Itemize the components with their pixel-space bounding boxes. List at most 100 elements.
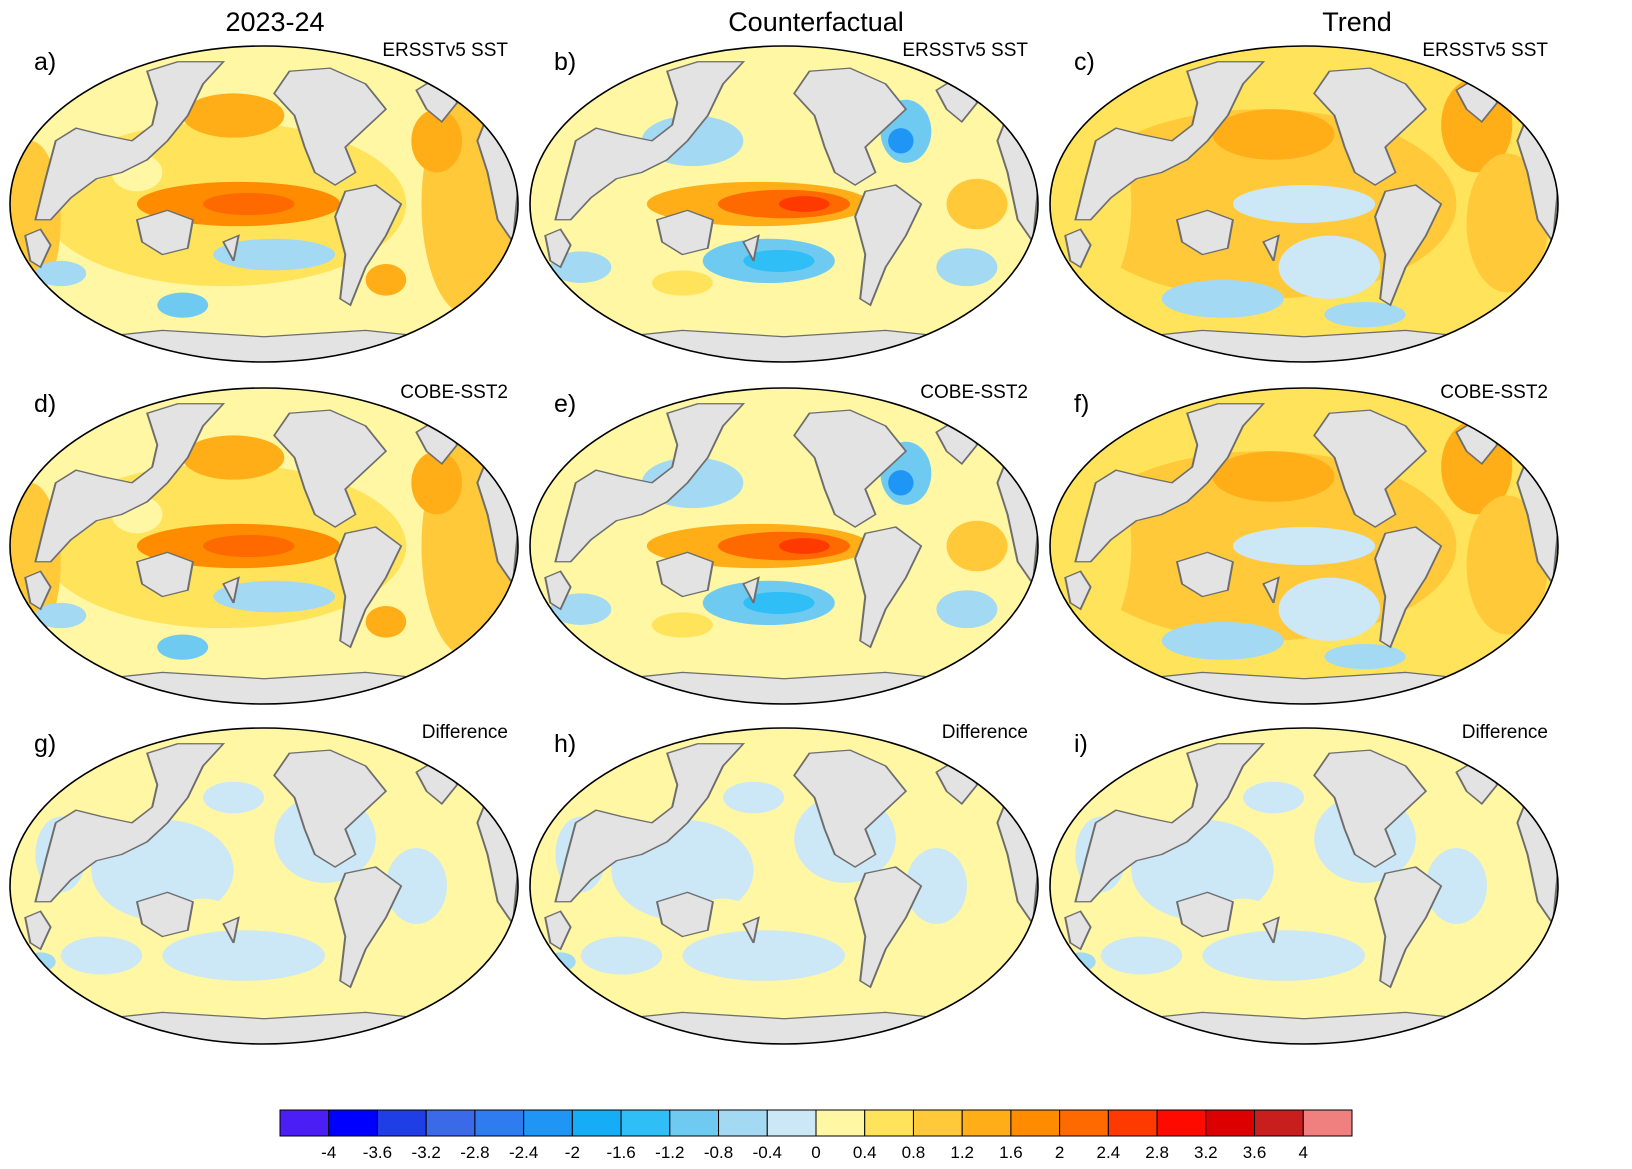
- anomaly-contour: [365, 606, 407, 638]
- colorbar-tick-label: -2: [565, 1143, 580, 1162]
- map-border: [529, 45, 1039, 363]
- map-panel: e) COBE-SST2: [529, 382, 1039, 705]
- map-border: [1049, 387, 1559, 705]
- anomaly-contour: [1161, 621, 1284, 660]
- map-panel: c) ERSSTv5 SST: [1049, 40, 1559, 363]
- colorbar-tick-label: -3.6: [363, 1143, 392, 1162]
- anomaly-contour: [1090, 61, 1132, 81]
- anomaly-contour: [682, 930, 845, 981]
- map-border: [9, 387, 519, 705]
- colorbar-swatch: [376, 1109, 427, 1137]
- panel-label: c): [1074, 48, 1095, 76]
- colorbar-tick-label: 2.4: [1097, 1143, 1121, 1162]
- anomaly-contour: [365, 264, 407, 296]
- map-border: [529, 387, 1039, 705]
- anomaly-contour: [1100, 936, 1183, 975]
- dataset-label: ERSSTv5 SST: [1422, 40, 1548, 61]
- anomaly-contour: [1243, 781, 1304, 814]
- panel-label: h): [554, 730, 576, 758]
- anomaly-contour: [1212, 451, 1335, 502]
- colorbar-swatch: [1302, 1109, 1353, 1137]
- panel-label: d): [34, 390, 56, 418]
- anomaly-contour: [651, 612, 713, 638]
- column-title: 2023-24: [225, 7, 324, 37]
- anomaly-contour: [1410, 942, 1462, 969]
- anomaly-contour: [743, 249, 815, 272]
- colorbar-swatch: [1205, 1109, 1256, 1137]
- colorbar-tick-label: 0.4: [853, 1143, 877, 1162]
- anomaly-contour: [203, 534, 295, 558]
- map-panel: f) COBE-SST2: [1049, 382, 1559, 705]
- anomaly-contour: [723, 781, 785, 814]
- dataset-label: ERSSTv5 SST: [902, 40, 1028, 61]
- map-border: [529, 727, 1039, 1045]
- anomaly-contour: [60, 936, 143, 975]
- column-title: Trend: [1322, 7, 1392, 37]
- anomaly-contour: [888, 470, 914, 496]
- anomaly-contour: [203, 781, 264, 814]
- colorbar-tick-label: -0.4: [753, 1143, 782, 1162]
- colorbar-tick-label: -1.2: [655, 1143, 684, 1162]
- map-border: [1049, 45, 1559, 363]
- anomaly-contour: [550, 593, 612, 625]
- anomaly-contour: [1314, 904, 1355, 931]
- anomaly-contour: [162, 930, 325, 981]
- panel-label: a): [34, 48, 56, 76]
- colorbar-swatch: [425, 1109, 476, 1137]
- dataset-label: ERSSTv5 SST: [382, 40, 508, 61]
- map-panel: b) ERSSTv5 SST: [529, 40, 1039, 363]
- anomaly-contour: [1466, 153, 1548, 293]
- anomaly-contour: [1212, 109, 1335, 160]
- anomaly-contour: [778, 196, 830, 212]
- map-panel: a) ERSSTv5 SST: [9, 40, 519, 363]
- panel-label: f): [1074, 390, 1089, 418]
- anomaly-contour: [794, 904, 835, 931]
- map-panel: g) Difference: [9, 722, 519, 1045]
- colorbar-swatch: [328, 1109, 378, 1137]
- colorbar-swatch: [474, 1109, 525, 1137]
- anomaly-contour: [411, 451, 463, 515]
- dataset-label: Difference: [942, 722, 1028, 743]
- anomaly-contour: [1466, 495, 1548, 635]
- colorbar-swatch: [1156, 1109, 1207, 1137]
- anomaly-contour: [1324, 301, 1406, 328]
- colorbar-tick-label: -4: [321, 1143, 336, 1162]
- anomaly-contour: [946, 178, 1008, 230]
- anomaly-contour: [370, 942, 422, 969]
- colorbar-tick-label: -1.6: [606, 1143, 635, 1162]
- anomaly-contour: [1090, 403, 1132, 423]
- colorbar-tick-label: 2.8: [1145, 1143, 1169, 1162]
- colorbar-swatch: [766, 1109, 817, 1137]
- colorbar-tick-label: 4: [1299, 1143, 1308, 1162]
- dataset-label: Difference: [422, 722, 508, 743]
- colorbar-swatch: [1059, 1109, 1109, 1137]
- colorbar-swatch: [571, 1109, 622, 1137]
- colorbar-tick-label: 0.8: [902, 1143, 926, 1162]
- colorbar: -4 -3.6 -3.2 -2.8 -2.4 -2 -1.6 -1.2 -0.8 -0.4 0 0.4…: [279, 1109, 1353, 1162]
- colorbar-swatch: [1254, 1109, 1304, 1137]
- panel-label: e): [554, 390, 576, 418]
- colorbar-tick-label: 1.2: [950, 1143, 974, 1162]
- colorbar-tick-label: 0: [811, 1143, 820, 1162]
- column-title: Counterfactual: [728, 7, 904, 37]
- anomaly-contour: [213, 238, 336, 271]
- dataset-label: COBE-SST2: [920, 382, 1028, 403]
- colorbar-swatch: [1010, 1109, 1061, 1137]
- colorbar-tick-label: 3.2: [1194, 1143, 1218, 1162]
- panel-label: i): [1074, 730, 1088, 758]
- panel-label: b): [554, 48, 576, 76]
- colorbar-swatch: [912, 1109, 963, 1137]
- colorbar-swatch: [815, 1109, 866, 1137]
- dataset-label: COBE-SST2: [400, 382, 508, 403]
- colorbar-tick-label: -2.4: [509, 1143, 538, 1162]
- anomaly-contour: [1324, 643, 1406, 670]
- anomaly-contour: [936, 248, 998, 287]
- anomaly-contour: [1232, 185, 1376, 223]
- anomaly-contour: [1202, 930, 1365, 981]
- dataset-label: Difference: [1462, 722, 1548, 743]
- colorbar-swatch: [669, 1109, 720, 1137]
- anomaly-contour: [936, 590, 998, 629]
- panel-label: g): [34, 730, 56, 758]
- map-border: [1049, 727, 1559, 1045]
- colorbar-swatch: [961, 1109, 1012, 1137]
